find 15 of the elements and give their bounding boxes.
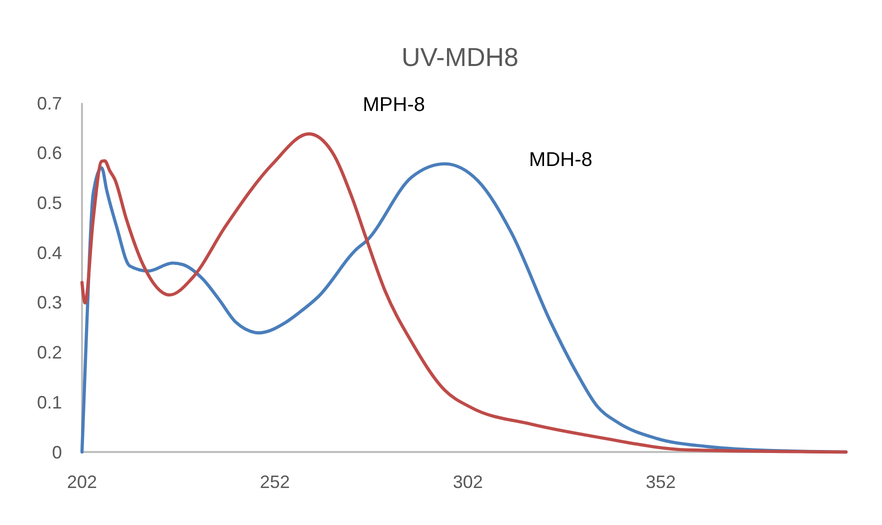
- y-tick-label: 0.7: [36, 93, 62, 114]
- x-tick-label: 302: [452, 472, 483, 492]
- text: MPH-8: [362, 94, 425, 116]
- y-tick-label: 0.4: [36, 242, 62, 263]
- y-tick-label: 0.6: [36, 143, 62, 164]
- x-tick-label: 252: [260, 472, 290, 492]
- y-tick-label: 0.2: [36, 342, 62, 363]
- x-tick-label: 352: [646, 472, 676, 492]
- y-tick-label: 0.5: [36, 193, 62, 214]
- text: MDH-8: [529, 148, 592, 171]
- y-tick-label: 0.1: [36, 392, 62, 412]
- x-tick-label: 202: [66, 472, 98, 492]
- y-tick-label: 0.3: [36, 292, 62, 313]
- y-tick-label: 0: [52, 442, 62, 462]
- chart-title: UV-MDH8: [401, 42, 519, 72]
